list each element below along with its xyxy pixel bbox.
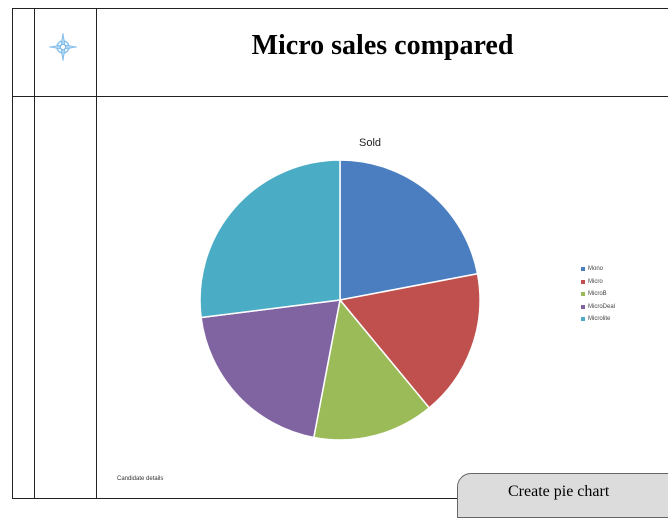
legend-item-mono: Mono: [581, 263, 615, 276]
legend-label: Microlite: [588, 316, 611, 322]
legend-label: Mono: [588, 266, 604, 272]
legend-label: MicroB: [588, 291, 607, 297]
header-divider: [12, 96, 668, 97]
pie-slice-microdeal: [200, 299, 341, 439]
legend-swatch: [581, 267, 585, 272]
pie-slice-microlite: [199, 159, 341, 319]
pie-chart: [199, 159, 481, 441]
legend-item-microlite: Microlite: [581, 313, 615, 326]
document-frame: [12, 8, 668, 499]
chart-legend: Mono Micro MicroB MicroDeal Microlite: [581, 263, 615, 326]
footnote-text: Candidate details: [117, 476, 164, 482]
legend-swatch: [581, 279, 585, 284]
legend-item-microb: MicroB: [581, 288, 615, 301]
legend-swatch: [581, 304, 585, 309]
page-title: Micro sales compared: [251, 30, 514, 61]
legend-label: Micro: [588, 278, 603, 285]
tooltip-text: Create pie chart: [508, 483, 610, 500]
left-margin-line: [34, 8, 35, 499]
legend-swatch: [581, 292, 585, 297]
legend-swatch: [581, 317, 585, 322]
compass-star-icon: [48, 32, 78, 62]
legend-label: MicroDeal: [588, 303, 616, 310]
legend-item-microdeal: MicroDeal: [581, 301, 615, 314]
pie-slice-micro: [338, 272, 481, 409]
action-tooltip[interactable]: Create pie chart: [457, 473, 668, 518]
chart-title: Sold: [358, 137, 382, 149]
logo-column-line: [96, 8, 97, 499]
pie-slice-mono: [339, 159, 479, 301]
legend-item-micro: Micro: [581, 276, 615, 289]
pie-slice-microb: [312, 298, 431, 441]
